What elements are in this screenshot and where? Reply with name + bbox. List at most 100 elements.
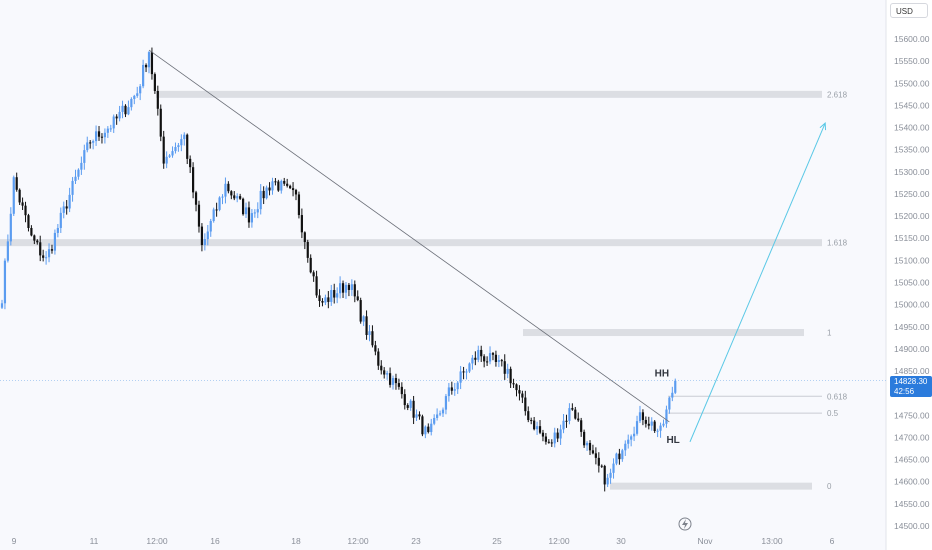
candle-body: [488, 353, 492, 362]
candle-body: [615, 453, 618, 464]
candle-body: [671, 392, 674, 398]
candle-body: [324, 297, 327, 303]
candle-body: [244, 207, 248, 215]
level-zone: [0, 239, 822, 247]
candle-body: [656, 430, 659, 432]
candle-body: [100, 136, 104, 138]
candle-body: [250, 213, 253, 223]
candle-body: [630, 436, 633, 440]
x-tick-label: 30: [616, 536, 626, 546]
candle-body: [12, 177, 15, 214]
candle-body: [339, 283, 342, 294]
candle-body: [33, 235, 36, 241]
candle-body: [218, 197, 221, 210]
candle-body: [327, 297, 330, 302]
candle-body: [271, 181, 274, 191]
candle-body: [456, 382, 459, 390]
candle-body: [42, 255, 45, 258]
candle-body: [530, 420, 533, 422]
y-tick-label: 15100.00: [894, 255, 930, 265]
candle-body: [27, 215, 30, 228]
candle-body: [365, 316, 368, 336]
candle-body: [45, 257, 48, 259]
candle-body: [633, 433, 636, 437]
candle-body: [471, 357, 474, 364]
candle-body: [406, 405, 409, 408]
candle-body: [665, 409, 668, 424]
candle-body: [253, 212, 256, 214]
candle-body: [368, 331, 371, 336]
candle-body: [212, 209, 215, 221]
candle-body: [127, 107, 130, 115]
x-tick-label: 12:00: [347, 536, 369, 546]
candle-body: [330, 290, 333, 302]
candle-body: [386, 373, 389, 375]
candle-body: [418, 414, 421, 417]
x-tick-label: 12:00: [146, 536, 168, 546]
candle-body: [289, 185, 292, 189]
candle-body: [162, 136, 165, 164]
projection-arrowhead: [819, 122, 827, 131]
candle-body: [662, 423, 665, 426]
candle-body: [527, 411, 530, 421]
candle-body: [74, 176, 77, 181]
bar-countdown: 42:56: [894, 387, 915, 396]
candle-body: [109, 128, 112, 130]
candle-body: [553, 432, 556, 444]
candle-body: [438, 413, 442, 415]
candle-body: [403, 394, 406, 406]
candle-body: [18, 189, 21, 203]
candle-body: [94, 131, 98, 142]
candle-body: [0, 303, 4, 308]
candle-body: [383, 370, 386, 375]
candle-body: [189, 158, 192, 168]
candle-body: [197, 204, 201, 227]
candle-body: [518, 390, 521, 394]
candle-body: [497, 360, 500, 362]
candle-body: [580, 420, 583, 432]
y-tick-label: 15000.00: [894, 300, 930, 310]
candle-body: [297, 194, 301, 216]
candle-body: [450, 387, 453, 391]
candle-body: [538, 426, 542, 433]
candle-body: [56, 227, 59, 233]
candle-body: [315, 276, 318, 296]
candle-body: [139, 86, 142, 94]
y-tick-label: 15300.00: [894, 167, 930, 177]
x-tick-label: Nov: [697, 536, 713, 546]
candle-body: [303, 232, 306, 243]
candle-body: [515, 384, 518, 391]
candle-body: [421, 416, 424, 435]
candle-body: [150, 52, 154, 75]
candle-body: [344, 284, 348, 293]
candle-body: [635, 421, 639, 434]
candle-body: [180, 139, 183, 146]
candle-body: [274, 181, 277, 183]
y-tick-label: 15450.00: [894, 100, 930, 110]
candle-body: [474, 357, 477, 360]
currency-button[interactable]: USD: [890, 3, 928, 18]
candle-body: [103, 132, 106, 138]
candle-body: [424, 426, 427, 435]
y-tick-label: 14750.00: [894, 410, 930, 420]
candle-body: [294, 190, 298, 195]
x-tick-label: 18: [291, 536, 301, 546]
candle-body: [9, 213, 12, 242]
candle-body: [600, 465, 603, 467]
candle-body: [594, 453, 597, 458]
candle-body: [350, 284, 353, 290]
candle-body: [574, 409, 577, 419]
candle-body: [483, 356, 486, 362]
candle-body: [500, 360, 503, 362]
lightning-icon-bolt: [682, 519, 688, 529]
lightning-icon: [678, 517, 692, 531]
x-tick-label: 6: [830, 536, 835, 546]
candle-body: [186, 134, 189, 159]
candle-body: [200, 226, 204, 246]
candle-body: [50, 249, 54, 251]
candle-body: [6, 241, 9, 261]
candle-body: [156, 90, 159, 109]
candle-body: [591, 450, 595, 454]
